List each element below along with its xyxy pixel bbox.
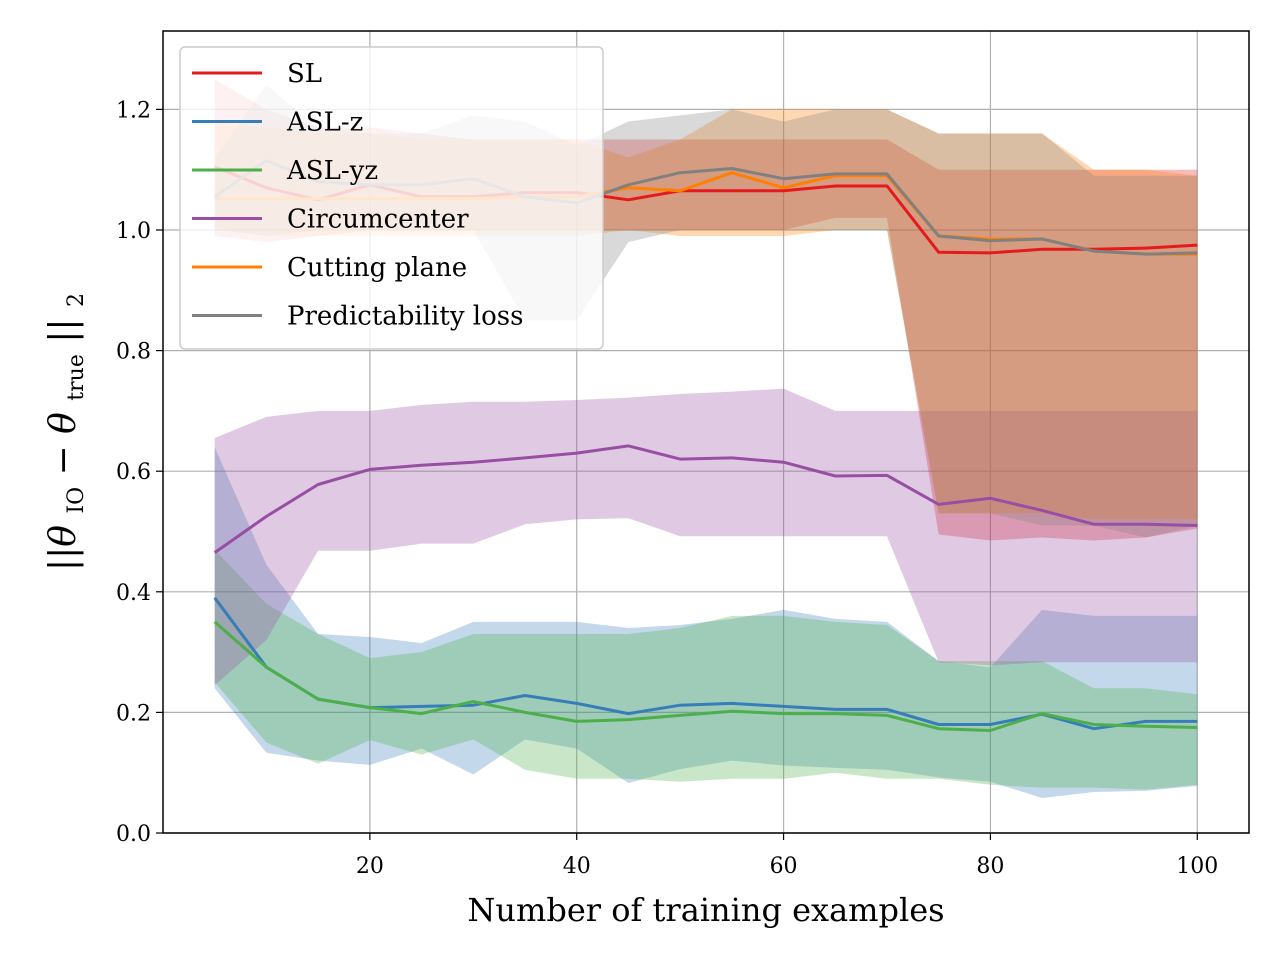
y-tick-label: 0.4	[116, 581, 151, 606]
y-tick-label: 0.6	[116, 460, 151, 485]
legend-label-circumcenter: Circumcenter	[287, 205, 469, 235]
legend-label-cutting-plane: Cutting plane	[287, 253, 467, 283]
x-axis-label: Number of training examples	[467, 891, 944, 929]
y-label-part-3: − θ	[43, 412, 84, 476]
y-tick-label: 0.8	[116, 340, 151, 365]
plot-frame	[162, 30, 1250, 834]
y-label-part-5: ||	[43, 318, 84, 342]
y-axis-label: ||θ IO − θ true || 2	[43, 293, 92, 571]
legend-label-asl-yz: ASL-yz	[286, 156, 378, 186]
y-tick-label: 0.2	[116, 701, 151, 726]
y-tick-label: 0.0	[116, 822, 151, 847]
x-tick-label: 80	[976, 854, 1004, 879]
axis-ticks: 20 40 60 80 100 0.0 0.2 0.4 0.6 0.8 1.0 1.2	[116, 98, 1218, 879]
y-label-part-4: true	[64, 354, 89, 401]
asl-z-band	[214, 447, 1198, 798]
legend-label-predictability-loss: Predictability loss	[287, 302, 523, 332]
y-label-part-6: 2	[64, 293, 89, 307]
y-tick-label: 1.0	[116, 219, 151, 244]
asl-yz-line	[213, 620, 1198, 732]
y-label-part-2: IO	[64, 487, 89, 514]
x-tick-label: 60	[770, 854, 798, 879]
x-tick-label: 20	[356, 854, 384, 879]
legend-label-asl-z: ASL-z	[286, 108, 363, 138]
grid	[163, 31, 1249, 834]
legend: SL ASL-z ASL-yz Circumcenter Cutting plane Pr…	[179, 46, 604, 350]
x-tick-label: 40	[563, 854, 591, 879]
legend-label-sl: SL	[287, 59, 322, 89]
legend-box	[179, 46, 604, 350]
y-tick-label: 1.2	[116, 98, 151, 123]
circumcenter-line	[213, 444, 1198, 554]
y-label-part-1: ||θ	[43, 525, 84, 571]
x-tick-label: 100	[1176, 854, 1218, 879]
